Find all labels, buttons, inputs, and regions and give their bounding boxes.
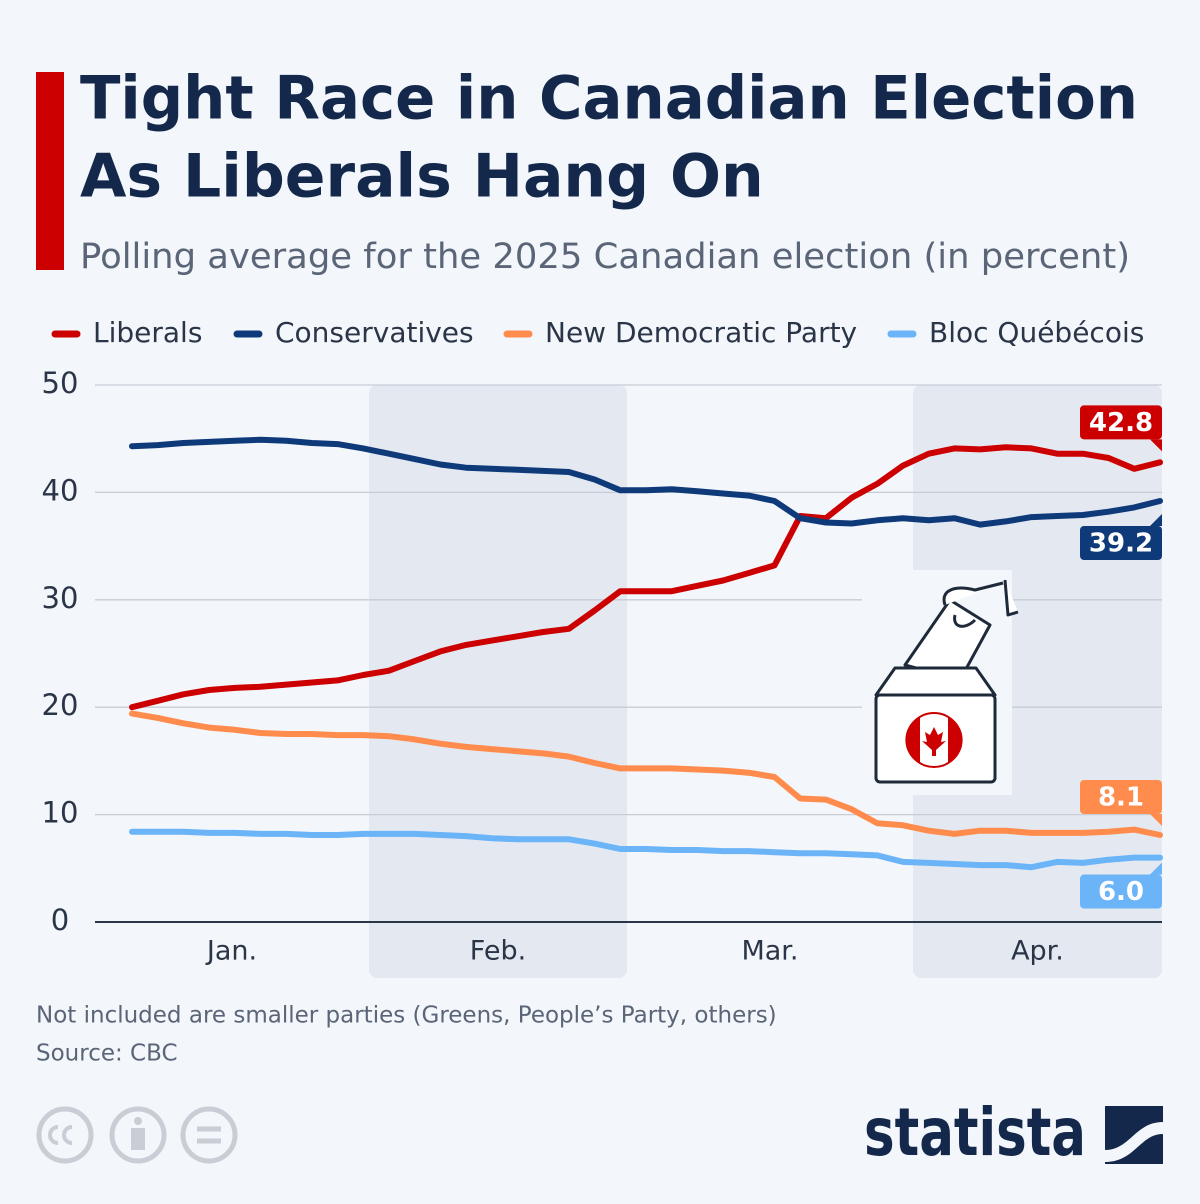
series-line — [129, 444, 1163, 711]
legend-label: Conservatives — [275, 316, 474, 349]
value-label: 42.8 — [1089, 408, 1153, 438]
value-label: 39.2 — [1089, 528, 1153, 558]
x-tick-label: Mar. — [741, 936, 798, 967]
value-label-pointer — [1150, 513, 1162, 526]
ballot-box-icon — [862, 570, 1019, 795]
note: Not included are smaller parties (Greens… — [36, 1003, 777, 1029]
value-label-box — [1080, 780, 1162, 815]
value-label-pointer — [1150, 439, 1162, 452]
y-tick-label: 40 — [42, 473, 79, 507]
series-line — [129, 710, 1163, 838]
y-tick-label: 50 — [42, 366, 79, 400]
y-tick-label: 10 — [42, 796, 79, 830]
value-label-pointer — [1150, 862, 1162, 875]
legend-label: Bloc Québécois — [929, 316, 1144, 349]
value-label-pointer — [1150, 814, 1162, 827]
y-tick-label: 20 — [42, 688, 79, 722]
value-label-box — [1080, 405, 1162, 440]
x-tick-label: Apr. — [1011, 936, 1064, 967]
chart-title: Tight Race in Canadian Election — [80, 64, 1138, 134]
license-icons — [36, 1106, 238, 1164]
month-band — [369, 385, 627, 978]
legend-label: Liberals — [93, 316, 202, 349]
chart-subtitle: Polling average for the 2025 Canadian el… — [80, 237, 1130, 277]
series-line — [129, 828, 1163, 871]
value-label: 6.0 — [1098, 877, 1144, 907]
source: Source: CBC — [36, 1041, 178, 1067]
value-label: 8.1 — [1098, 783, 1144, 813]
value-label-box — [1080, 525, 1162, 560]
brand-logo — [1105, 1106, 1163, 1164]
x-tick-label: Jan. — [205, 936, 257, 967]
title-accent — [36, 72, 64, 270]
brand: statista — [864, 1094, 1086, 1171]
series-line — [129, 436, 1163, 528]
y-tick-label: 0 — [51, 903, 69, 937]
x-tick-label: Feb. — [470, 936, 526, 967]
chart-title: As Liberals Hang On — [80, 142, 764, 212]
legend-label: New Democratic Party — [545, 316, 857, 349]
value-label-box — [1080, 874, 1162, 909]
y-tick-label: 30 — [42, 581, 79, 615]
